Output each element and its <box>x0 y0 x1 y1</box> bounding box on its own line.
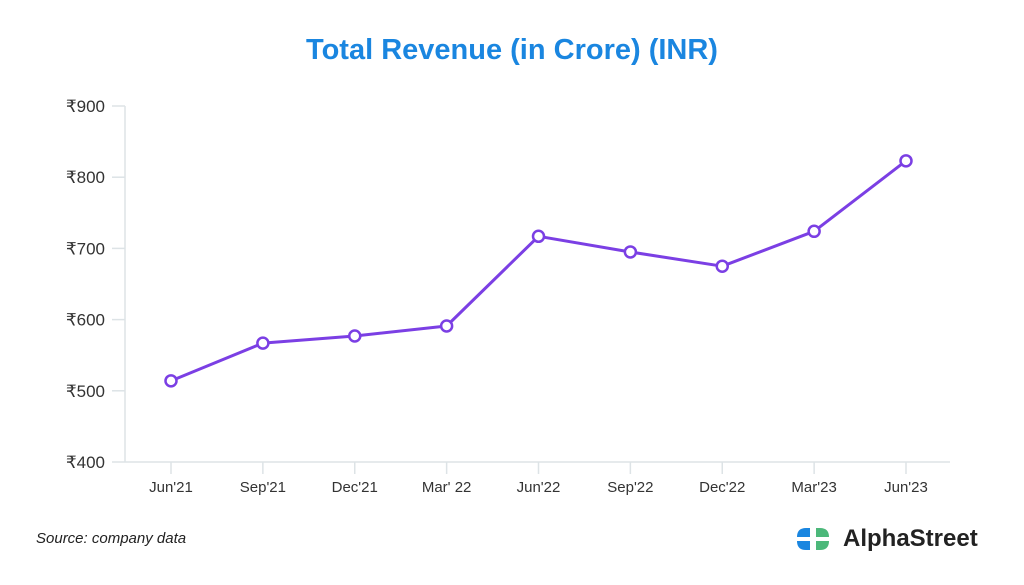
data-point <box>439 319 454 333</box>
y-tick-label: ₹600 <box>66 311 105 330</box>
y-tick-label: ₹800 <box>66 168 105 187</box>
x-tick-label: Jun'21 <box>149 479 193 496</box>
data-point <box>899 154 913 168</box>
alphastreet-logo: AlphaStreet <box>795 525 978 553</box>
series-line <box>170 159 907 383</box>
data-point <box>164 374 178 388</box>
y-tick-label: ₹500 <box>66 382 105 401</box>
data-point <box>531 229 546 244</box>
data-point <box>623 245 638 259</box>
chart-title: Total Revenue (in Crore) (INR) <box>306 34 718 66</box>
x-tick-label: Sep'22 <box>607 479 653 496</box>
x-tick-label: Dec'22 <box>699 479 745 496</box>
x-tick-label: Mar' 22 <box>422 479 472 496</box>
x-tick-label: Jun'22 <box>517 479 561 496</box>
y-tick-label: ₹700 <box>66 239 105 258</box>
data-point <box>807 224 821 239</box>
x-tick-label: Dec'21 <box>332 479 378 496</box>
data-point <box>348 329 362 343</box>
x-tick-label: Mar'23 <box>791 479 836 496</box>
brand-name: AlphaStreet <box>843 525 978 552</box>
data-point <box>715 259 729 273</box>
x-tick-label: Jun'23 <box>884 479 928 496</box>
x-tick-label: Sep'21 <box>240 479 286 496</box>
source-note: Source: company data <box>36 530 187 547</box>
y-tick-label: ₹400 <box>66 453 105 472</box>
alphastreet-logo-icon <box>797 528 829 550</box>
data-point <box>256 336 270 350</box>
y-tick-label: ₹900 <box>66 97 105 116</box>
